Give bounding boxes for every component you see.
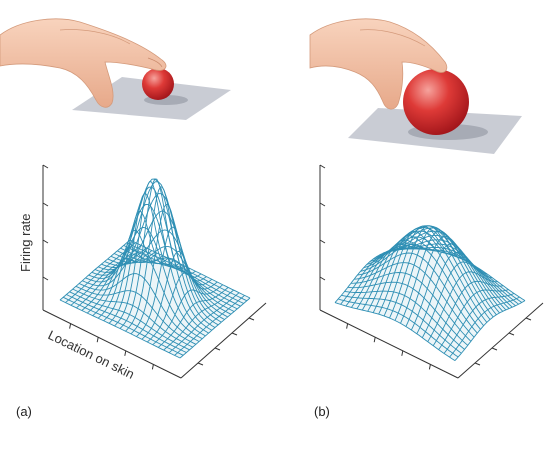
mesh-line bbox=[363, 236, 484, 326]
mesh-line bbox=[85, 226, 206, 337]
mesh-line bbox=[345, 245, 417, 307]
mesh-line bbox=[389, 225, 460, 319]
mesh-line bbox=[356, 243, 427, 310]
mesh-line bbox=[340, 243, 411, 305]
mesh-line bbox=[59, 299, 181, 359]
axis-tick bbox=[319, 239, 326, 244]
x-axis-a bbox=[42, 309, 182, 379]
axis-tick bbox=[319, 276, 326, 281]
mesh-line bbox=[65, 242, 136, 303]
axis-tick bbox=[346, 323, 349, 329]
finger-hand-a bbox=[0, 18, 167, 108]
mesh-line bbox=[103, 210, 174, 322]
axis-tick bbox=[319, 202, 326, 207]
mesh-line bbox=[75, 285, 197, 345]
mesh-line bbox=[59, 239, 131, 301]
axes-a bbox=[42, 165, 267, 379]
mesh-line bbox=[92, 246, 163, 317]
finger-hand-b bbox=[309, 18, 448, 110]
mesh-line bbox=[72, 288, 193, 348]
plot-a: Firing rate Location on skin (a) bbox=[16, 164, 267, 419]
mesh-line bbox=[69, 291, 190, 351]
mesh-line bbox=[360, 243, 481, 330]
axis-tick bbox=[151, 364, 154, 370]
axis-tick bbox=[42, 202, 49, 207]
axis-tick bbox=[231, 332, 238, 336]
axis-tick bbox=[401, 350, 404, 356]
ticks-b bbox=[319, 164, 532, 370]
mesh-line bbox=[91, 186, 213, 331]
mesh-line bbox=[334, 302, 456, 361]
axis-tick bbox=[248, 317, 255, 321]
stimulus-a bbox=[0, 18, 231, 120]
mesh-line bbox=[78, 273, 200, 342]
mesh-line bbox=[76, 247, 147, 309]
axis-tick bbox=[69, 323, 72, 329]
x-axis-b bbox=[319, 309, 459, 379]
mesh-line bbox=[338, 298, 459, 358]
axis-tick bbox=[96, 337, 99, 343]
panel-label-b: (b) bbox=[314, 404, 330, 419]
large-ball bbox=[403, 69, 469, 135]
panel-label-a: (a) bbox=[16, 404, 32, 419]
plot-b: (b) bbox=[314, 164, 544, 419]
axis-tick bbox=[124, 350, 127, 356]
mesh-line bbox=[66, 294, 187, 353]
axis-tick bbox=[197, 362, 204, 366]
mesh-line bbox=[82, 251, 203, 340]
axis-tick bbox=[525, 317, 532, 321]
mesh-line bbox=[97, 229, 169, 319]
axis-tick bbox=[491, 347, 498, 351]
small-ball bbox=[142, 68, 174, 100]
mesh-line bbox=[350, 272, 472, 342]
axis-tick bbox=[214, 347, 221, 351]
axis-tick bbox=[319, 164, 326, 169]
y-axis-b bbox=[457, 302, 544, 379]
mesh-line bbox=[334, 242, 406, 303]
mesh-line bbox=[367, 235, 438, 312]
axis-tick bbox=[42, 276, 49, 281]
firing-surface-a bbox=[59, 178, 251, 359]
mesh-line bbox=[347, 281, 468, 346]
firing-surface-b bbox=[334, 225, 526, 361]
mesh-line bbox=[88, 204, 209, 334]
axis-tick bbox=[373, 337, 376, 343]
mesh-line bbox=[70, 244, 142, 306]
axis-tick bbox=[42, 239, 49, 244]
mesh-line bbox=[108, 193, 180, 324]
mesh-line bbox=[372, 230, 444, 313]
ticks-a bbox=[42, 164, 255, 370]
mesh-line bbox=[344, 290, 465, 350]
mesh-line bbox=[341, 294, 462, 354]
mesh-line bbox=[354, 262, 475, 338]
x-axis-label: Location on skin bbox=[46, 327, 137, 382]
stimulus-b bbox=[309, 18, 522, 154]
mesh-line bbox=[63, 296, 184, 356]
mesh-line bbox=[361, 239, 433, 311]
axis-tick bbox=[508, 332, 515, 336]
y-axis-a bbox=[180, 302, 267, 379]
axis-tick bbox=[474, 362, 481, 366]
axis-tick bbox=[428, 364, 431, 370]
y-axis-label: Firing rate bbox=[18, 213, 33, 272]
axes-b bbox=[319, 165, 544, 379]
axis-tick bbox=[42, 164, 49, 169]
mesh-line bbox=[357, 252, 478, 334]
mesh-line bbox=[378, 227, 449, 315]
